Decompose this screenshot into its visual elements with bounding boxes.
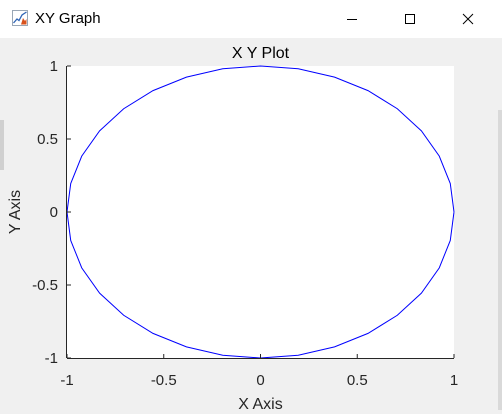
y-axis-label: Y Axis [7, 190, 24, 234]
y-tick-label: -1 [45, 350, 58, 367]
window-edge-left [0, 120, 4, 170]
y-tick-label: -0.5 [32, 277, 58, 294]
x-tick-label: 0 [256, 372, 264, 389]
minimize-icon [347, 19, 357, 20]
maximize-icon [405, 14, 415, 24]
y-tick-label: 0.5 [37, 131, 58, 148]
chart-title: X Y Plot [232, 45, 290, 62]
window-title: XY Graph [35, 10, 101, 27]
x-axis-label: X Axis [238, 396, 282, 413]
title-bar[interactable]: XY Graph [0, 0, 502, 38]
matlab-figure-icon [12, 10, 28, 26]
maximize-button[interactable] [382, 0, 438, 38]
x-tick-label: -1 [60, 372, 73, 389]
window-edge-right [498, 110, 502, 410]
y-tick-label: 1 [50, 58, 58, 75]
y-tick-label: 0 [50, 204, 58, 221]
x-tick-label: 0.5 [347, 372, 368, 389]
close-icon [462, 13, 474, 25]
plot-area[interactable] [67, 66, 454, 358]
x-tick-label: 1 [450, 372, 458, 389]
close-button[interactable] [440, 0, 496, 38]
x-tick-label: -0.5 [151, 372, 177, 389]
minimize-button[interactable] [324, 0, 380, 38]
